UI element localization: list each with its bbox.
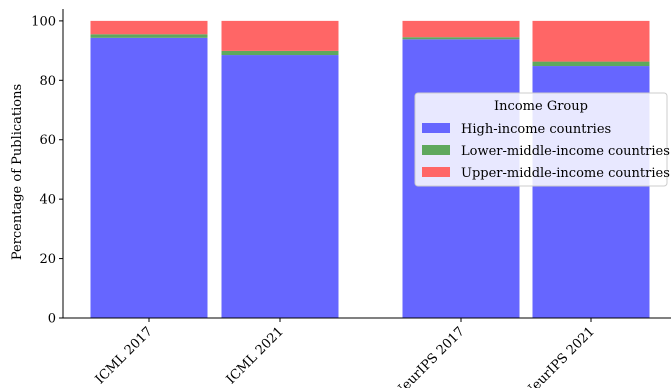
legend: Income Group High-income countries Lower-m…	[414, 92, 670, 187]
legend-title: Income Group	[494, 99, 588, 114]
bar-icml-2021-series-1	[221, 50, 339, 56]
bar-icml-2021-series-0	[221, 55, 339, 318]
x-tick-label: NeurIPS 2017	[391, 324, 468, 388]
x-tick-label: NeurIPS 2021	[521, 324, 598, 388]
x-tick-label: ICML 2017	[93, 324, 156, 387]
legend-swatch	[422, 167, 450, 177]
y-tick-label: 40	[39, 193, 56, 208]
bar-icml-2017-series-1	[90, 34, 208, 38]
bar-icml-2021-series-2	[221, 20, 339, 51]
legend-swatch	[422, 145, 450, 155]
legend-entry: Lower-middle-income countries	[461, 144, 670, 159]
y-axis-label: Percentage of Publications	[10, 84, 25, 260]
legend-swatch	[422, 123, 450, 133]
legend-box	[414, 92, 668, 187]
bar-neurips-2017-series-1	[402, 37, 520, 40]
y-tick-label: 20	[39, 252, 56, 267]
y-tick-label: 60	[39, 133, 56, 148]
bar-neurips-2017-series-2	[402, 20, 520, 38]
bar-icml-2017-series-2	[90, 20, 208, 35]
legend-entry: High-income countries	[461, 122, 611, 137]
bar-neurips-2021-series-2	[532, 20, 650, 62]
y-tick-label: 80	[39, 74, 56, 89]
bar-neurips-2021-series-1	[532, 61, 650, 67]
x-tick-label: ICML 2021	[224, 324, 287, 387]
y-tick-label: 100	[31, 14, 56, 29]
bar-icml-2017-series-0	[90, 37, 208, 318]
legend-entry: Upper-middle-income countries	[461, 166, 670, 181]
y-tick-label: 0	[48, 312, 56, 327]
